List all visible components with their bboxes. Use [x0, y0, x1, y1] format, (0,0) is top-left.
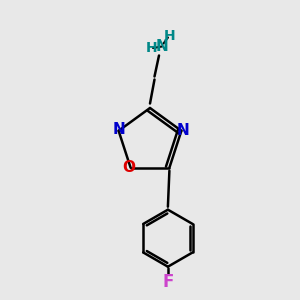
Text: N: N: [176, 123, 189, 138]
Text: H: H: [146, 41, 157, 55]
Text: N: N: [112, 122, 125, 137]
Text: O: O: [123, 160, 136, 175]
Text: H: H: [164, 29, 175, 43]
Text: N: N: [156, 39, 168, 54]
Text: F: F: [162, 273, 174, 291]
